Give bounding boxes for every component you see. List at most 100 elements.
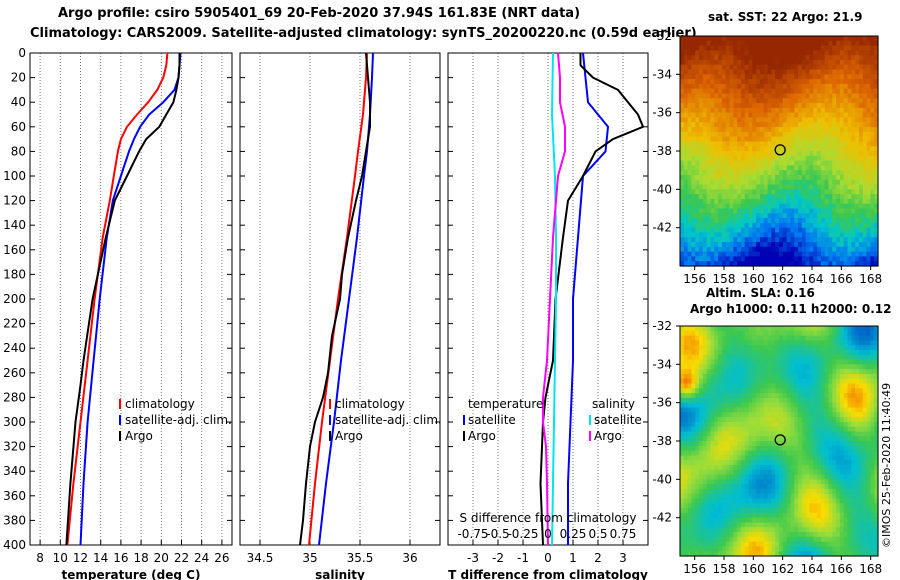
map-cell (752, 330, 757, 337)
map-cell (809, 335, 814, 341)
map-cell (740, 393, 746, 399)
map-cell (714, 45, 719, 51)
map-cell (721, 189, 727, 195)
map-cell (874, 349, 879, 356)
map-cell (817, 174, 822, 181)
map-cell (824, 131, 830, 138)
map-cell (828, 397, 833, 404)
map-cell (748, 431, 753, 437)
map-cell (813, 79, 818, 85)
map-cell (706, 498, 712, 504)
map-cell (782, 450, 788, 456)
map-cell (817, 107, 822, 114)
map-cell (767, 464, 772, 471)
map-cell (836, 165, 841, 171)
map-cell (790, 388, 795, 394)
map-cell (779, 227, 784, 234)
map-cell (847, 227, 852, 234)
map-cell (847, 122, 852, 128)
map-cell (794, 184, 799, 190)
map-cell (828, 45, 833, 51)
map-cell (702, 479, 708, 485)
map-cell (687, 103, 693, 109)
map-cell (744, 160, 750, 166)
map-cell (767, 50, 772, 56)
map-cell (752, 174, 757, 181)
map-cell (699, 36, 704, 42)
map-cell (809, 242, 814, 248)
map-cell (740, 493, 746, 500)
map-cell (779, 445, 784, 452)
map-cell (756, 335, 761, 341)
map-cell (786, 383, 792, 389)
map-cell (706, 474, 712, 480)
map-cell (820, 256, 826, 262)
map-cell (725, 345, 731, 351)
map-cell (687, 184, 693, 190)
map-cell (691, 184, 696, 190)
map-cell (744, 117, 750, 123)
map-cell (866, 146, 871, 152)
map-cell (695, 503, 700, 509)
map-cell (820, 151, 826, 157)
map-cell (836, 93, 841, 99)
map-cell (843, 412, 849, 418)
map-cell (805, 141, 811, 147)
map-cell (706, 493, 712, 500)
map-cell (771, 330, 776, 337)
map-cell (714, 464, 719, 471)
map-cell (706, 107, 712, 114)
map-cell (786, 469, 792, 476)
map-cell (817, 242, 822, 248)
map-cell (718, 359, 723, 365)
map-cell (714, 421, 719, 428)
map-cell (870, 112, 875, 119)
map-cell (805, 122, 811, 128)
map-cell (702, 107, 708, 114)
map-cell (725, 136, 731, 143)
map-cell (817, 146, 822, 152)
map-cell (824, 373, 830, 380)
map-cell (824, 436, 830, 442)
map-cell (721, 479, 727, 485)
map-cell (680, 441, 685, 447)
map-cell (779, 218, 784, 224)
map-cell (832, 417, 837, 423)
map-cell (695, 117, 700, 123)
map-cell (759, 103, 765, 109)
map-cell (782, 88, 788, 95)
map-cell (782, 407, 788, 413)
map-cell (866, 55, 871, 61)
map-cell (710, 117, 715, 123)
map-cell (836, 64, 841, 71)
map-cell (725, 151, 731, 157)
map-cell (828, 184, 833, 190)
map-cell (874, 222, 879, 229)
map-cell (794, 174, 799, 181)
map-cell (820, 364, 826, 370)
map-cell (771, 112, 776, 119)
map-cell (771, 213, 776, 219)
map-cell (729, 151, 734, 157)
map-cell (721, 218, 727, 224)
map-cell (805, 208, 811, 214)
map-cell (733, 189, 738, 195)
map-cell (851, 256, 856, 262)
map-cell (733, 146, 738, 152)
map-cell (790, 441, 795, 447)
map-cell (759, 508, 765, 514)
map-cell (782, 412, 788, 418)
map-cell (870, 330, 875, 337)
map-cell (779, 488, 784, 495)
map-cell (832, 50, 837, 56)
map-cell (855, 74, 860, 80)
map-cell (847, 488, 852, 495)
map-cell (847, 412, 852, 418)
map-cell (725, 189, 731, 195)
map-cell (862, 203, 868, 210)
map-cell (870, 203, 875, 210)
map-cell (813, 498, 818, 504)
map-cell (870, 364, 875, 370)
map-cell (801, 445, 807, 452)
